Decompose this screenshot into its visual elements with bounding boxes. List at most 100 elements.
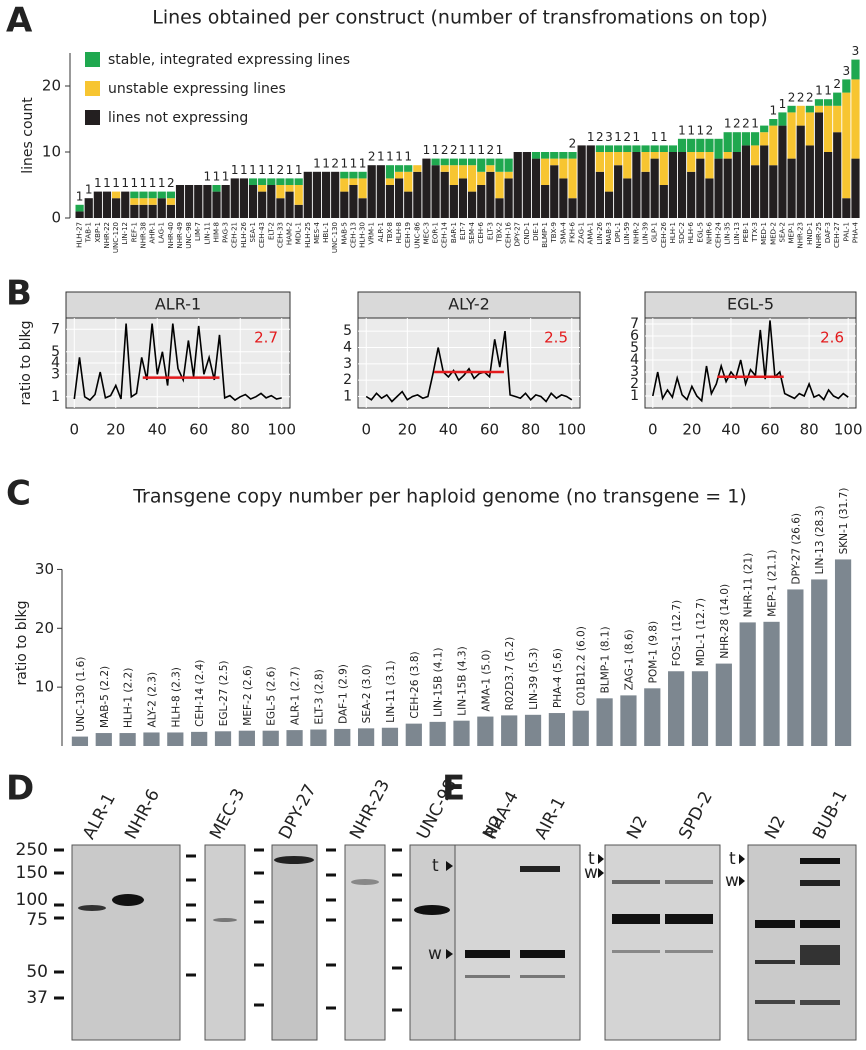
bar-segment	[577, 145, 586, 218]
blot-d: 250 150 100 75 50 37 ALR-1 NHR-6 MEC-3 D…	[16, 776, 526, 1041]
transformation-count: 1	[386, 150, 394, 164]
x-tick-label: NHR-22	[103, 222, 111, 249]
bar-segment	[340, 171, 349, 179]
x-tick-label: SEA-2	[778, 222, 786, 242]
bar-segment	[148, 198, 157, 205]
bar-segment	[148, 204, 157, 218]
bar	[214, 731, 232, 746]
bar	[238, 730, 255, 746]
bar-segment	[641, 171, 650, 218]
bar-segment	[604, 145, 614, 152]
transformation-count: 1	[724, 117, 732, 131]
bar-segment	[723, 132, 732, 152]
bar	[715, 663, 732, 746]
facet-header	[644, 291, 857, 319]
transformation-count: 1	[779, 97, 787, 111]
bar-segment	[741, 132, 751, 146]
bar	[95, 733, 112, 746]
bar-segment	[687, 138, 696, 152]
bar-segment	[239, 178, 249, 218]
blot-e: N2 AIR-1 N2 SPD-2 N2 BUB-1 t w t w t w	[428, 787, 857, 1041]
x-tick-label: CEH-13	[349, 222, 357, 248]
bar-segment	[102, 191, 112, 218]
bar-label: R02D3.7 (5.2)	[504, 637, 516, 711]
bar-label: DPY-27 (26.6)	[790, 513, 802, 584]
transformation-count: 2	[797, 90, 805, 104]
transformation-count: 2	[788, 90, 796, 104]
bar-segment	[833, 105, 842, 133]
bar-segment	[139, 204, 148, 218]
bar-segment	[449, 165, 458, 185]
bar	[310, 729, 327, 746]
ladder-label: 100	[16, 890, 48, 910]
x-tick-label: CEH-21	[231, 222, 239, 248]
x-tick-label: DIE-1	[532, 222, 540, 241]
panel-letter: E	[442, 769, 465, 809]
lane-label: NHR-6	[121, 786, 164, 843]
bar-segment	[705, 138, 714, 152]
bar-label: AMA-1 (5.0)	[480, 650, 492, 712]
transformation-count: 1	[340, 156, 348, 170]
x-tick-label: LIN-35	[724, 222, 732, 245]
bar-segment	[394, 171, 404, 179]
bar-label: FOS-1 (12.7)	[671, 600, 683, 666]
bar-segment	[258, 191, 267, 218]
transformation-count: 1	[687, 123, 695, 137]
bar-segment	[358, 198, 367, 218]
bar-segment	[814, 99, 824, 106]
x-tick-label: DPL-1	[614, 222, 622, 242]
x-tick-label: HIM-8	[212, 222, 220, 242]
bar-segment	[166, 191, 175, 199]
transformation-count: 1	[423, 143, 431, 157]
x-tick-label: FKH-6	[568, 221, 576, 242]
x-tick-label: TBX-8	[386, 222, 394, 244]
x-tick-label: 40	[439, 421, 458, 439]
x-tick-label: LIM-7	[194, 222, 202, 241]
bar-segment	[531, 152, 541, 159]
bar-label: LIN-15B (4.1)	[433, 647, 445, 716]
signal-line	[652, 320, 849, 403]
y-tick-label: 1	[630, 388, 639, 404]
transformation-count: 3	[852, 44, 860, 58]
bar-label: ZAG-1 (8.6)	[623, 629, 635, 690]
bar-segment	[431, 165, 440, 218]
bar-segment	[258, 185, 267, 192]
bar-label: LIN-13 (28.3)	[814, 506, 826, 575]
y-axis-label: ratio to blkg	[18, 320, 34, 405]
bar-segment	[504, 178, 513, 218]
bar-segment	[568, 198, 577, 218]
x-tick-label: 80	[800, 421, 819, 439]
x-tick-label: CEH-16	[505, 221, 513, 248]
y-tick-label: 20	[35, 619, 54, 637]
y-tick-label: 30	[35, 560, 54, 578]
bar-segment	[495, 171, 504, 199]
x-tick-label: 60	[189, 421, 208, 439]
transformation-count: 1	[76, 189, 84, 203]
x-tick-label: MEP-1	[788, 222, 796, 244]
bar-segment	[833, 92, 842, 106]
transformation-count: 2	[441, 143, 449, 157]
bar-label: ELT-3 (2.8)	[313, 669, 325, 724]
bar-segment	[130, 191, 139, 199]
x-tick-label: 20	[682, 421, 701, 439]
transformation-count: 1	[322, 156, 330, 170]
panel-letter: C	[6, 474, 31, 514]
facet-header	[65, 291, 291, 319]
bar-segment	[677, 152, 687, 218]
lane-label: N2	[761, 813, 790, 843]
y-tick-label: 10	[35, 678, 54, 696]
mean-label: 2.6	[820, 329, 844, 347]
facet-title: EGL-5	[727, 295, 774, 314]
x-tick-label: 20	[398, 421, 417, 439]
marker-label: t	[588, 849, 595, 869]
bar-segment	[230, 178, 239, 218]
bar-segment	[449, 185, 458, 218]
y-tick-label: 5	[51, 344, 60, 360]
bar-label: PHA-4 (5.6)	[552, 648, 564, 708]
lane-label: ALR-1	[79, 790, 120, 843]
transformation-count: 2	[806, 90, 814, 104]
bar-label: ALY-2 (2.3)	[146, 672, 158, 728]
x-tick-label: ZAG-1	[578, 222, 586, 244]
x-tick-label: 100	[834, 421, 863, 439]
x-tick-label: AHR-1	[149, 222, 157, 244]
